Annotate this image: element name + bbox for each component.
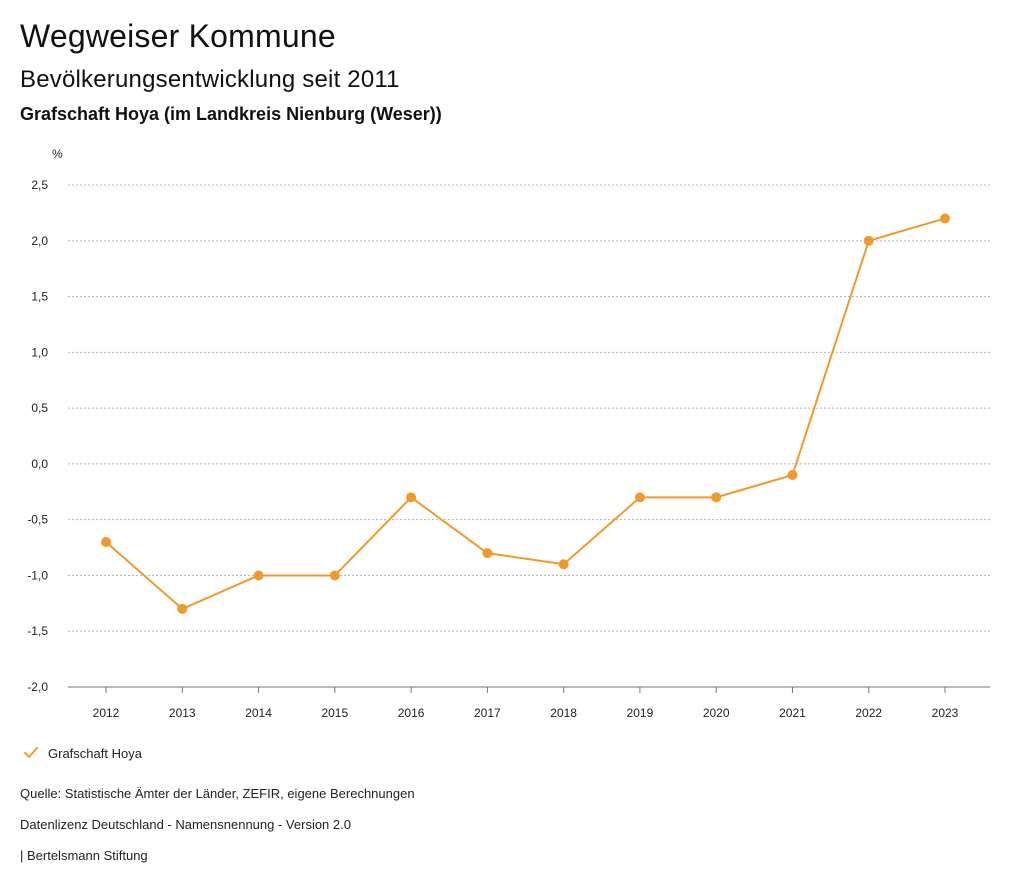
x-tick-label: 2020: [703, 706, 730, 720]
y-tick-label: 1,5: [31, 290, 48, 304]
x-tick-label: 2017: [474, 706, 501, 720]
x-tick-label: 2022: [855, 706, 882, 720]
data-point: [940, 213, 950, 224]
x-tick-label: 2013: [169, 706, 196, 720]
y-tick-label: 0,5: [31, 401, 48, 415]
page-title: Wegweiser Kommune: [20, 18, 336, 54]
grid-layer: [68, 184, 990, 688]
x-tick-label: 2015: [321, 706, 348, 720]
data-point: [711, 492, 722, 503]
y-axis-unit-label: %: [52, 147, 63, 161]
data-point: [329, 570, 340, 581]
data-point: [406, 492, 417, 503]
check-icon: [24, 747, 38, 758]
y-tick-label: 2,5: [31, 178, 48, 192]
legend-label: Grafschaft Hoya: [48, 745, 142, 761]
x-tick-label: 2021: [779, 706, 806, 720]
data-point: [482, 548, 493, 559]
legend[interactable]: Grafschaft Hoya: [22, 744, 142, 762]
data-point: [558, 559, 569, 570]
data-point: [787, 470, 798, 481]
x-tick-label: 2018: [550, 706, 577, 720]
source-text: Quelle: Statistische Ämter der Länder, Z…: [20, 786, 415, 801]
publisher-text: | Bertelsmann Stiftung: [20, 848, 148, 863]
y-tick-label: -1,0: [27, 568, 48, 582]
y-tick-label: 2,0: [31, 234, 48, 248]
x-tick-label: 2016: [398, 706, 425, 720]
region-title: Grafschaft Hoya (im Landkreis Nienburg (…: [20, 104, 442, 124]
chart-subtitle: Bevölkerungsentwicklung seit 2011: [20, 66, 400, 93]
series-layer: [101, 213, 950, 614]
y-tick-label: -0,5: [27, 513, 48, 527]
axis-layer: % 2,5 2,0 1,5 1,0 0,5 0,0 -0,5 -1,0 -1,5 -2,0 2012 2…: [27, 147, 990, 720]
x-tick-label: 2019: [627, 706, 654, 720]
license-text: Datenlizenz Deutschland - Namensnennung …: [20, 817, 351, 832]
data-point: [863, 235, 874, 246]
y-tick-label: 0,0: [31, 457, 48, 471]
y-tick-label: 1,0: [31, 345, 48, 359]
y-tick-label: -1,5: [27, 624, 48, 638]
data-point: [253, 570, 264, 581]
y-tick-label: -2,0: [27, 680, 48, 694]
data-point: [634, 492, 645, 503]
data-point: [101, 536, 111, 547]
series-line: [105, 217, 946, 610]
x-tick-label: 2012: [93, 706, 120, 720]
x-tick-label: 2014: [245, 706, 272, 720]
data-point: [177, 603, 188, 614]
line-chart: % 2,5 2,0 1,5 1,0 0,5 0,0 -0,5 -1,0 -1,5 -2,0 2012 2…: [27, 147, 990, 720]
x-tick-label: 2023: [932, 706, 959, 720]
